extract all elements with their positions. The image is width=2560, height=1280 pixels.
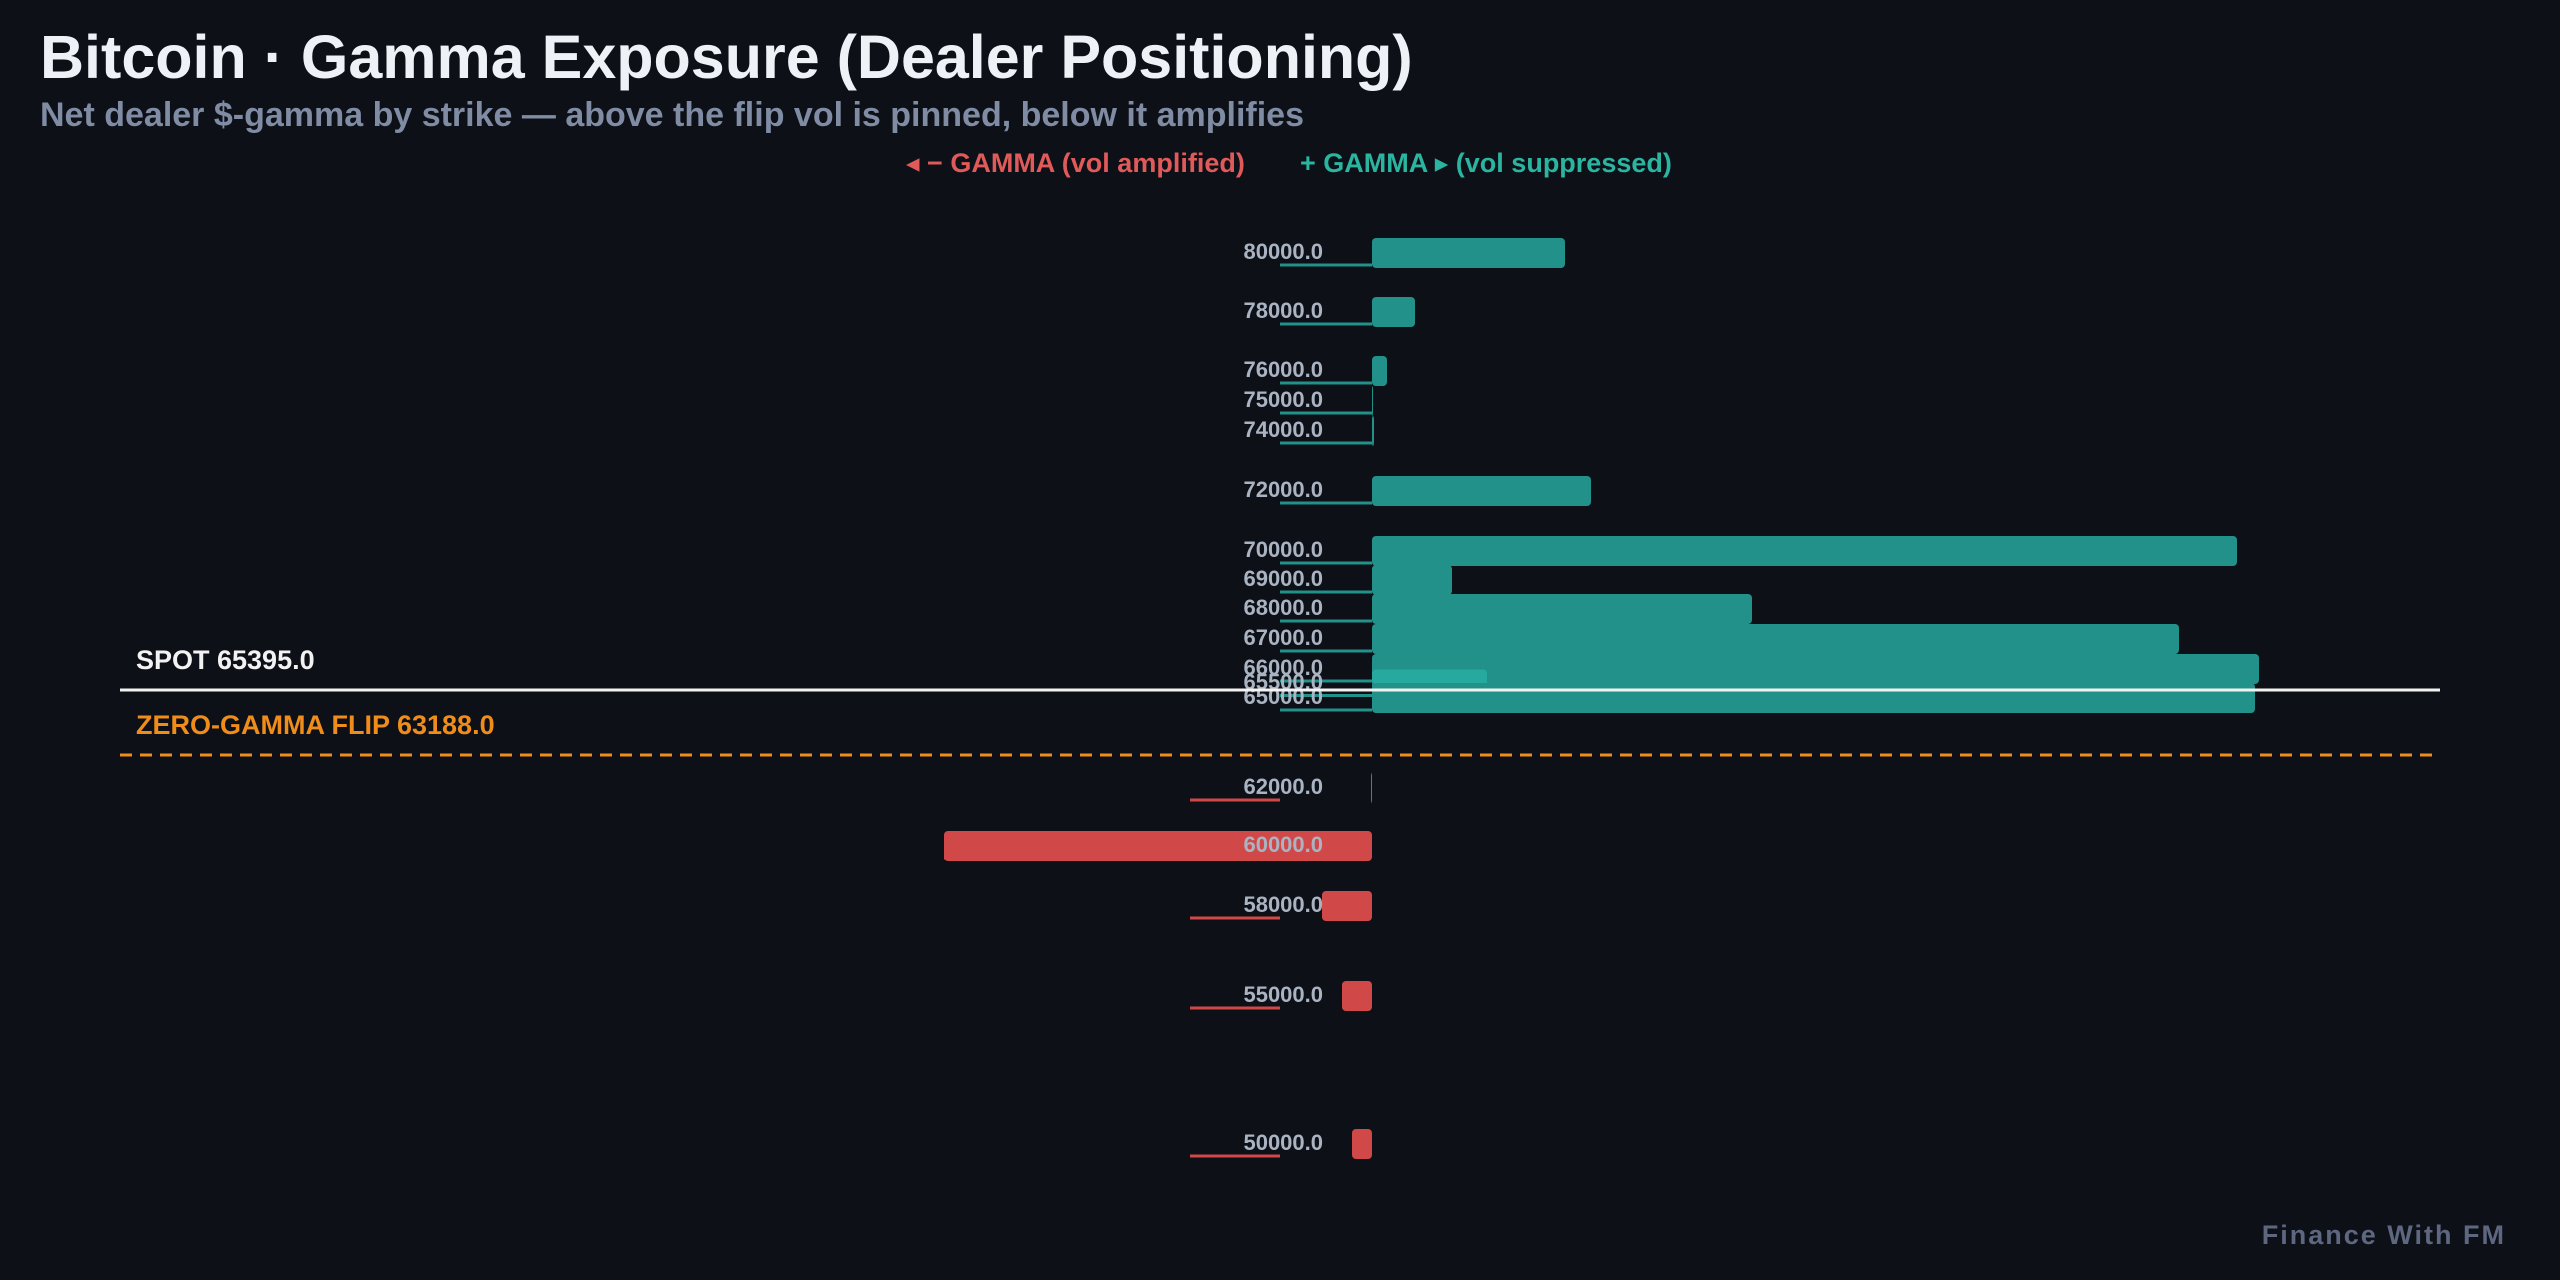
bar-70000 [1372, 536, 2237, 566]
bar-68000 [1372, 594, 1752, 624]
legend-positive-gamma: + GAMMA ▸ (vol suppressed) [1300, 148, 1672, 178]
strike-label-58000: 58000.0 [1243, 892, 1323, 917]
bar-50000 [1352, 1129, 1372, 1159]
bar-69000 [1372, 565, 1452, 595]
bar-80000 [1372, 238, 1565, 268]
chart-title: Bitcoin · Gamma Exposure (Dealer Positio… [40, 23, 1413, 91]
spot-label: SPOT 65395.0 [136, 645, 315, 675]
bar-74000 [1372, 416, 1374, 446]
legend-negative-gamma: ◂ − GAMMA (vol amplified) [906, 148, 1245, 178]
strike-label-69000: 69000.0 [1243, 566, 1323, 591]
bar-67000 [1372, 624, 2179, 654]
strike-label-74000: 74000.0 [1243, 417, 1323, 442]
strike-label-68000: 68000.0 [1243, 595, 1323, 620]
strike-label-50000: 50000.0 [1243, 1130, 1323, 1155]
strike-label-72000: 72000.0 [1243, 477, 1323, 502]
chart-subtitle: Net dealer $-gamma by strike — above the… [40, 96, 1304, 134]
strike-label-55000: 55000.0 [1243, 982, 1323, 1007]
strike-label-70000: 70000.0 [1243, 537, 1323, 562]
strike-label-67000: 67000.0 [1243, 625, 1323, 650]
strike-label-60000: 60000.0 [1243, 832, 1323, 857]
bar-60000 [944, 831, 1372, 861]
bar-78000 [1372, 297, 1415, 327]
bar-66000 [1372, 654, 2259, 684]
strike-label-62000: 62000.0 [1243, 774, 1323, 799]
bar-72000 [1372, 476, 1591, 506]
footer-brand: Finance With FM [2261, 1220, 2506, 1250]
bar-58000 [1322, 891, 1372, 921]
strike-label-75000: 75000.0 [1243, 387, 1323, 412]
bar-75000 [1372, 386, 1373, 416]
bar-65000 [1372, 683, 2255, 713]
bar-55000 [1342, 981, 1372, 1011]
strike-label-66000: 66000.0 [1243, 655, 1323, 680]
strike-label-80000: 80000.0 [1243, 239, 1323, 264]
strike-label-65000: 65000.0 [1243, 684, 1323, 709]
bar-76000 [1372, 356, 1387, 386]
zero-gamma-flip-label: ZERO-GAMMA FLIP 63188.0 [136, 710, 495, 740]
strike-label-76000: 76000.0 [1243, 357, 1323, 382]
bar-62000 [1371, 773, 1372, 803]
strike-label-78000: 78000.0 [1243, 298, 1323, 323]
